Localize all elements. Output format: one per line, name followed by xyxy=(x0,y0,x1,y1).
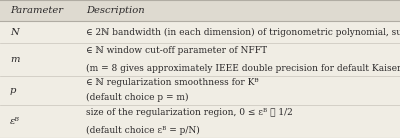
Text: size of the regularization region, 0 ≤ εᴮ ≪ 1/2: size of the regularization region, 0 ≤ ε… xyxy=(86,108,293,117)
Text: (m = 8 gives approximately IEEE double precision for default Kaiser-Bessel windo: (m = 8 gives approximately IEEE double p… xyxy=(86,64,400,73)
FancyBboxPatch shape xyxy=(0,0,400,21)
Text: N: N xyxy=(10,28,19,37)
Text: ∈ ℕ window cut-off parameter of NFFT: ∈ ℕ window cut-off parameter of NFFT xyxy=(86,46,267,55)
Text: ∈ ℕ regularization smoothness for Kᴯ: ∈ ℕ regularization smoothness for Kᴯ xyxy=(86,79,259,87)
Text: Parameter: Parameter xyxy=(10,6,63,15)
Text: m: m xyxy=(10,55,20,64)
Text: Description: Description xyxy=(86,6,145,15)
Text: ∈ 2ℕ bandwidth (in each dimension) of trigonometric polynomial, such that KₛF ≈ : ∈ 2ℕ bandwidth (in each dimension) of tr… xyxy=(86,28,400,37)
Text: (default choice εᴮ = p/N): (default choice εᴮ = p/N) xyxy=(86,125,200,135)
Text: εᴮ: εᴮ xyxy=(10,117,20,126)
Text: p: p xyxy=(10,86,16,95)
Text: (default choice p = m): (default choice p = m) xyxy=(86,93,188,102)
